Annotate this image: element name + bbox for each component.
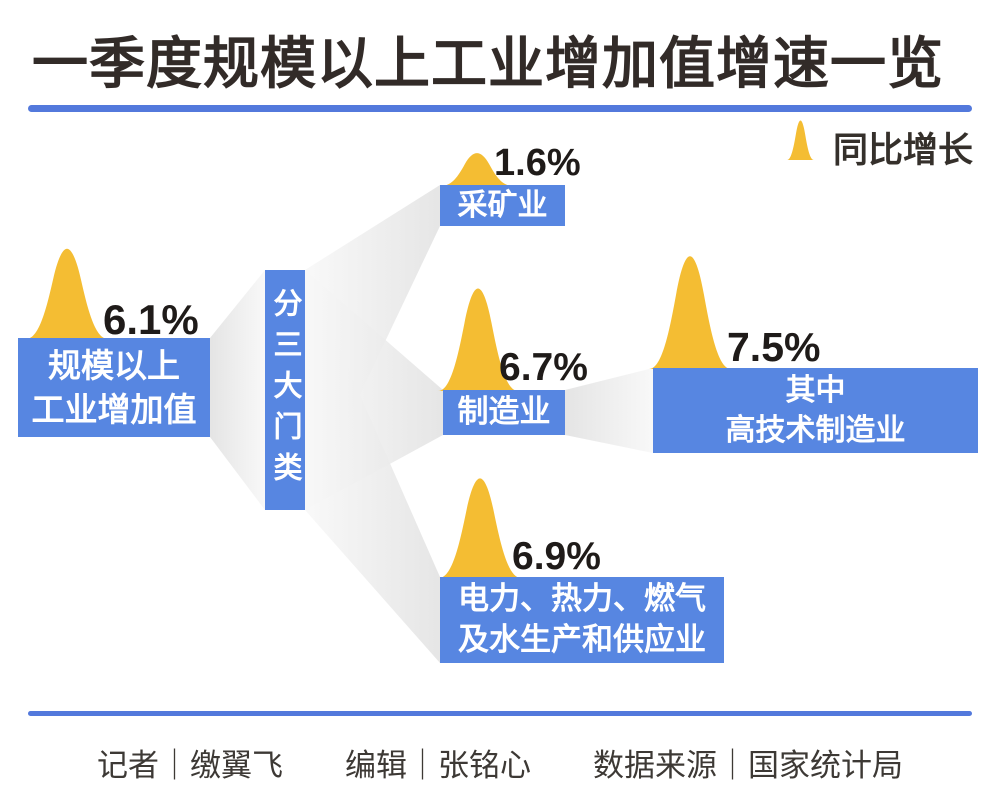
node-manufacturing-label: 制造业 xyxy=(457,394,551,430)
page-title: 一季度规模以上工业增加值增速一览 xyxy=(32,32,944,95)
utilities-value: 6.9% xyxy=(512,535,601,578)
manufacturing-value: 6.7% xyxy=(499,346,588,389)
manufacturing-growth-bell-icon xyxy=(438,288,518,391)
node-utilities-label-line2: 及水生产和供应业 xyxy=(458,622,706,657)
footer-credits: 记者｜缴翼飞 编辑｜张铭心 数据来源｜国家统计局 xyxy=(97,748,903,783)
growth-bell-icon xyxy=(787,120,814,160)
hightech-growth-bell-icon xyxy=(649,256,731,369)
node-hightech: 其中 高技术制造业 xyxy=(653,368,978,453)
fan-root-to-splitter xyxy=(210,270,265,510)
root-growth-bell-icon xyxy=(26,248,108,339)
node-root-label-line1: 规模以上 xyxy=(48,346,180,384)
node-hightech-label-line2: 高技术制造业 xyxy=(725,413,906,447)
legend-label: 同比增长 xyxy=(833,131,974,170)
node-utilities-label-line1: 电力、热力、燃气 xyxy=(458,581,706,617)
utilities-growth-bell-icon xyxy=(439,478,521,578)
fan-splitter-to-utilities xyxy=(305,270,440,663)
mining-value: 1.6% xyxy=(494,142,581,184)
mining-growth-bell-icon xyxy=(441,153,513,186)
footer-divider xyxy=(28,711,972,716)
title-underline xyxy=(28,105,972,112)
node-hightech-label-line1: 其中 xyxy=(785,373,846,407)
root-value: 6.1% xyxy=(103,296,199,343)
node-mining-label: 采矿业 xyxy=(457,188,548,222)
node-utilities: 电力、热力、燃气 及水生产和供应业 xyxy=(440,577,724,663)
node-splitter: 分三大门类 xyxy=(265,270,305,510)
node-root: 规模以上 工业增加值 xyxy=(18,338,210,437)
hightech-value: 7.5% xyxy=(727,324,821,370)
node-manufacturing: 制造业 xyxy=(443,390,565,435)
fan-manufacturing-to-hightech xyxy=(565,368,653,453)
splitter-label: 分三大门类 xyxy=(269,287,301,493)
node-root-label-line2: 工业增加值 xyxy=(31,390,197,428)
node-mining: 采矿业 xyxy=(440,185,565,226)
